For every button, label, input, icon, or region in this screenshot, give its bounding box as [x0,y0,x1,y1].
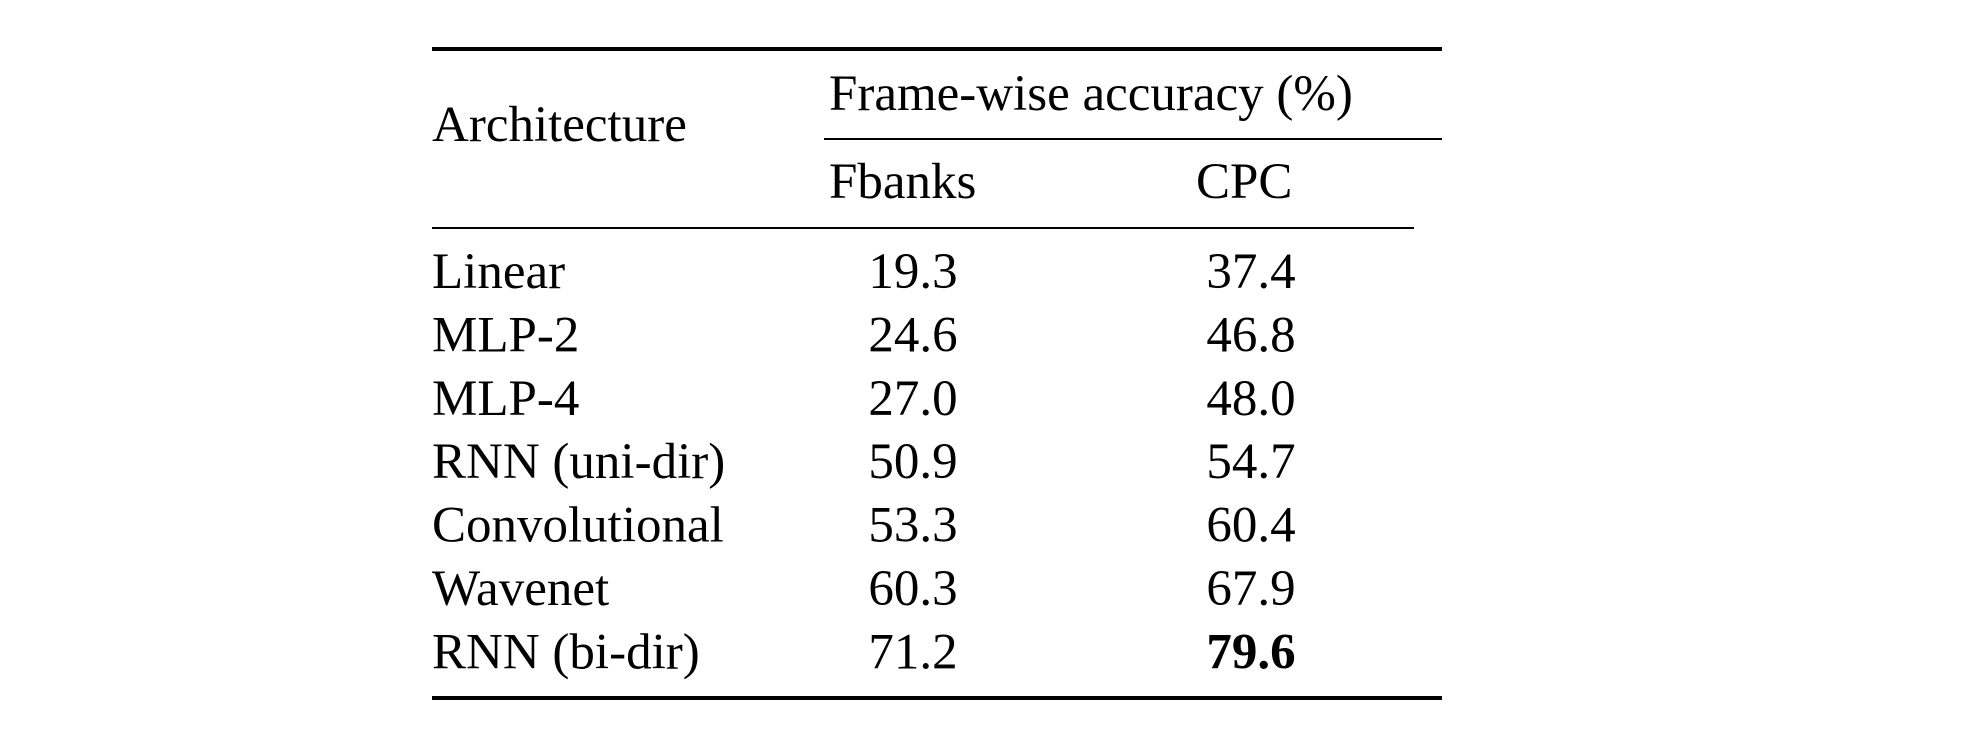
cell-value: 19.3 [868,244,957,300]
column-header: Fbanks [829,154,976,210]
row-label: Linear [432,244,565,300]
cell-value: 67.9 [1206,561,1295,617]
cell-value: 79.6 [1206,624,1295,680]
cell-value: 50.9 [868,434,957,490]
row-label: RNN (uni-dir) [432,434,725,490]
cell-value: 71.2 [868,624,957,680]
cell-value: 46.8 [1206,307,1295,363]
column-header: CPC [1196,154,1292,210]
cell-value: 27.0 [868,371,957,427]
cell-value: 48.0 [1206,371,1295,427]
row-label: Wavenet [432,561,609,617]
row-label: RNN (bi-dir) [432,624,700,680]
row-label: MLP-2 [432,307,579,363]
cell-value: 60.3 [868,561,957,617]
group-header: Frame-wise accuracy (%) [829,66,1353,122]
row-header: Architecture [432,97,687,153]
cell-value: 60.4 [1206,498,1295,554]
row-label: Convolutional [432,498,724,554]
cell-value: 54.7 [1206,434,1295,490]
cell-value: 37.4 [1206,244,1295,300]
cell-value: 24.6 [868,307,957,363]
cell-value: 53.3 [868,498,957,554]
row-label: MLP-4 [432,371,579,427]
